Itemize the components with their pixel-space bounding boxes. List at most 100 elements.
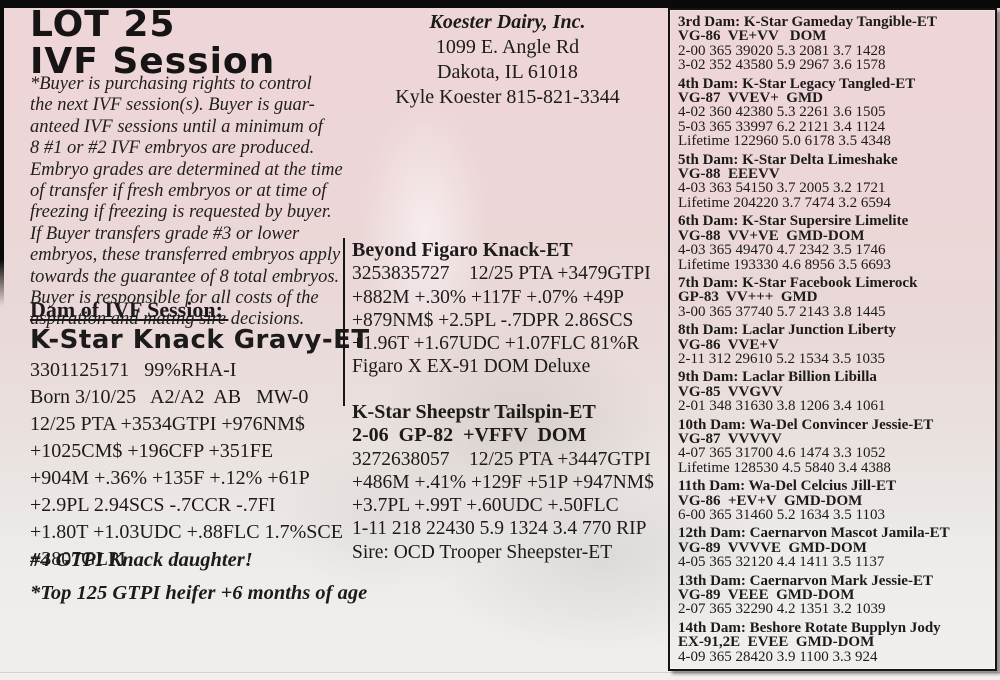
lot-title: LOT 25 IVF Session [30,6,275,80]
dam-production-record: Lifetime 193330 4.6 8956 3.5 6693 [678,256,891,273]
dam-production-record: 4-02 360 42380 5.3 2261 3.6 1505 [678,104,886,121]
dam-name: 5th Dam: K-Star Delta Limeshake [678,151,898,168]
pedigree-line: +3807GLPI [30,548,126,570]
dam-production-record: 3-02 352 43580 5.9 2967 3.6 1578 [678,57,886,74]
dam-production-record: 5-03 365 33997 6.2 2121 3.4 1124 [678,118,885,135]
dam-classification: VG-87 VVEV+ GMD [678,90,823,107]
pedigree-line: +1025CM$ +196CFP +351FE [30,440,274,462]
vertical-divider-rule [343,238,345,406]
dam-production-record: 4-09 365 28420 3.9 1100 3.3 924 [678,648,878,665]
pedigree-line: 12/25 PTA +3534GTPI +976NM$ [30,413,305,435]
dam-entry: 9th Dam: Laclar Billion Libilla VG-85 VVG… [678,369,988,415]
dam-name: 6th Dam: K-Star Supersire Limelite [678,213,909,230]
dam-section-heading: Dam of IVF Session: [30,297,229,322]
disclaimer-line: embryos, these transferred embryos apply [30,245,341,266]
dam-classification: VG-86 VVE+V [678,336,779,353]
maternal-line-panel: 3rd Dam: K-Star Gameday Tangible-ET VG-86… [668,8,997,671]
sire-title-line: Beyond Figaro Knack-ET [352,239,573,261]
disclaimer-line: 8 #1 or #2 IVF embryos are produced. [30,138,315,159]
sire-pedigree-line: +486M +.41% +129F +51P +947NM$ [352,471,654,493]
dam-production-record: Lifetime 122960 5.0 6178 3.5 4348 [678,133,891,150]
pedigree-line: +2.9PL 2.94SCS -.7CCR -.7FI [30,494,276,516]
dam-entry: 10th Dam: Wa-Del Convincer Jessie-ET VG-8… [678,416,988,476]
dam-classification: VG-86 VE+VV DOM [678,28,827,45]
sire-pedigree-line: Sire: OCD Trooper Sheepster-ET [352,541,613,563]
consignor-name: Koester Dairy, Inc. [429,11,586,33]
dam-classification: VG-89 VVVVE GMD-DOM [678,539,867,556]
sire-pedigree-line: +879NM$ +2.5PL -.7DPR 2.86SCS [352,309,634,331]
dam-name: 3rd Dam: K-Star Gameday Tangible-ET [678,14,937,30]
highlight-note: #4 GTPI Knack daughter! [30,549,253,571]
disclaimer-line: of transfer if fresh embryos or at time … [30,181,327,202]
contact-line: Kyle Koester 815-821-3344 [395,86,620,108]
sire-pedigree-line: 3272638057 12/25 PTA +3447GTPI [352,448,651,470]
disclaimer-line: freezing if freezing is requested by buy… [30,202,332,223]
dam-name: 12th Dam: Caernarvon Mascot Jamila-ET [678,525,950,542]
highlight-note: *Top 125 GTPI heifer +6 months of age [30,582,368,604]
dam-name: 13th Dam: Caernarvon Mark Jessie-ET [678,572,933,589]
dam-entry: 8th Dam: Laclar Junction Liberty VG-86 VV… [678,322,988,367]
dam-name: 7th Dam: K-Star Facebook Limerock [678,274,918,291]
sire-title-line: K-Star Sheepstr Tailspin-ET [352,401,596,423]
dam-name: 14th Dam: Beshore Rotate Bupplyn Jody [678,619,941,636]
contact-line: Dakota, IL 61018 [437,61,578,83]
dam-entry: 6th Dam: K-Star Supersire Limelite VG-88 … [678,213,988,273]
dam-production-record: 2-00 365 39020 5.3 2081 3.7 1428 [678,42,886,59]
disclaimer-line: If Buyer transfers grade #3 or lower [30,223,300,244]
dam-production-record: 2-07 365 32290 4.2 1351 3.2 1039 [678,601,886,618]
dam-name: 10th Dam: Wa-Del Convincer Jessie-ET [678,416,934,433]
dam-classification: VG-87 VVVVV [678,430,782,447]
dam-name: 9th Dam: Laclar Billion Libilla [678,369,877,386]
dam-entry: 12th Dam: Caernarvon Mascot Jamila-ET VG-… [678,525,988,570]
contact-line: 1099 E. Angle Rd [435,36,580,58]
dam-classification: VG-88 EEEVV [678,166,780,183]
dam-name: 11th Dam: Wa-Del Celcius Jill-ET [678,478,897,495]
highlight-notes: #4 GTPI Knack daughter! *Top 125 GTPI hei… [30,548,367,614]
dam-animal-name: K-Star Knack Gravy-ET [30,325,370,355]
sire-title: Beyond Figaro Knack-ET [352,239,664,262]
dam-production-record: Lifetime 128530 4.5 5840 3.4 4388 [678,459,891,476]
sire-section-figaro-knack: Beyond Figaro Knack-ET 3253835727 12/25 … [352,239,664,379]
dam-of-ivf-session-block: Dam of IVF Session: K-Star Knack Gravy-E… [30,297,370,573]
sire-title: K-Star Sheepstr Tailspin-ET 2-06 GP-82 +V… [352,401,664,448]
dam-name: 8th Dam: Laclar Junction Liberty [678,322,897,339]
sire-title-line: 2-06 GP-82 +VFFV DOM [352,424,587,447]
sire-pedigree: 3253835727 12/25 PTA +3479GTPI +882M +.30… [352,262,664,378]
dam-production-record: 4-03 363 54150 3.7 2005 3.2 1721 [678,180,886,197]
disclaimer-line: *Buyer is purchasing rights to control [30,74,312,94]
disclaimer-line: Embryo grades are determined at the time [30,159,343,180]
page-edge-left [0,0,4,306]
consignor-address: 1099 E. Angle Rd Dakota, IL 61018 Kyle Koe… [355,35,660,110]
sire-pedigree: 3272638057 12/25 PTA +3447GTPI +486M +.41… [352,448,664,564]
pedigree-line: +1.80T +1.03UDC +.88FLC 1.7%SCE [30,521,343,543]
dam-classification: GP-83 VV+++ GMD [678,289,818,306]
disclaimer-line: the next IVF session(s). Buyer is guar- [30,95,315,116]
sire-pedigree-line: 3253835727 12/25 PTA +3479GTPI [352,263,651,285]
dam-production-record: 6-00 365 31460 5.2 1634 3.5 1103 [678,507,885,523]
dam-classification: VG-85 VVGVV [678,383,783,400]
dam-pedigree: 3301125171 99%RHA-I Born 3/10/25 A2/A2 AB… [30,357,370,573]
sire-pedigree-line: +1.96T +1.67UDC +1.07FLC 81%R [352,333,640,355]
pedigree-line: +904M +.36% +135F +.12% +61P [30,467,310,489]
dam-entry: 5th Dam: K-Star Delta Limeshake VG-88 EEE… [678,151,988,211]
consignor-contact-block: Koester Dairy, Inc. 1099 E. Angle Rd Dako… [355,10,660,110]
disclaimer-line: towards the guarantee of 8 total embryos… [30,266,340,287]
dam-production-record: Lifetime 204220 3.7 7474 3.2 6594 [678,194,891,211]
lot-subtitle: IVF Session [30,41,276,82]
dam-entry: 4th Dam: K-Star Legacy Tangled-ET VG-87 V… [678,76,988,150]
disclaimer-line: aspiration and mating sire decisions. [30,309,305,330]
page-edge-bottom [0,672,1000,680]
dam-production-record: 3-00 365 37740 5.7 2143 3.8 1445 [678,303,886,320]
lot-number: LOT 25 [30,4,176,45]
dam-entry: 13th Dam: Caernarvon Mark Jessie-ET VG-89… [678,572,988,618]
dam-production-record: 2-01 348 31630 3.8 1206 3.4 1061 [678,398,886,415]
disclaimer-line: anteed IVF sessions until a minimum of [30,116,323,137]
dam-production-record: 4-03 365 49470 4.7 2342 3.5 1746 [678,242,886,259]
sire-pedigree-line: +3.7PL +.99T +.60UDC +.50FLC [352,495,619,517]
pedigree-line: 3301125171 99%RHA-I [30,359,237,381]
page-edge-top [0,0,1000,8]
dam-classification: VG-89 VEEE GMD-DOM [678,587,855,604]
dam-production-record: 2-11 312 29610 5.2 1534 3.5 1035 [678,350,885,367]
buyer-disclaimer: *Buyer is purchasing rights to control th… [30,74,343,331]
